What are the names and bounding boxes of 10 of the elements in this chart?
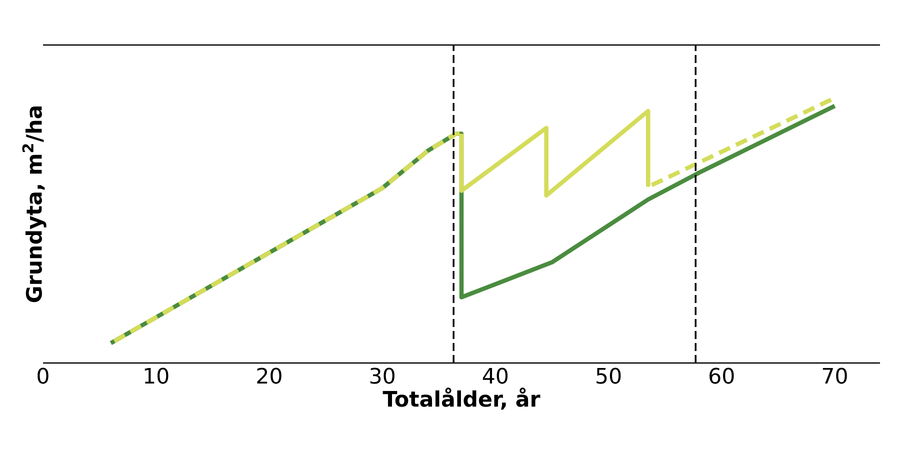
x-axis-title: Totalålder, år [382, 388, 540, 410]
text: Grundyta, m$^{2}$/ha [22, 106, 46, 302]
x-tick-label: 20 [257, 368, 282, 384]
x-tick-label: 50 [596, 368, 621, 384]
x-tick-label: 0 [38, 368, 48, 384]
x-tick-label: 40 [482, 368, 508, 384]
x-tick-label: 60 [710, 368, 734, 384]
x-tick-label: 70 [822, 368, 847, 384]
x-tick-label: 30 [370, 368, 394, 384]
x-tick-label: 10 [144, 368, 168, 384]
